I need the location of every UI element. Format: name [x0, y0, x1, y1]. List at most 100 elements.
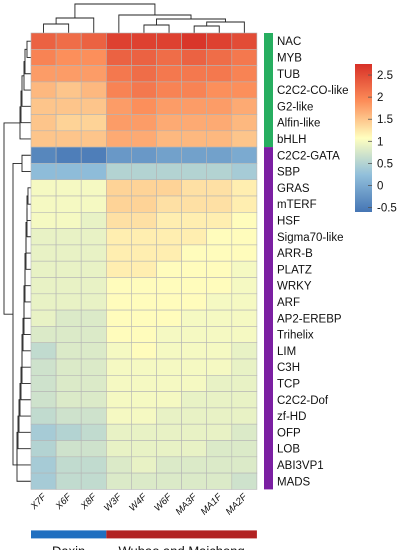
heatmap-cell [181, 293, 208, 311]
heatmap-cell [30, 81, 57, 99]
heatmap-cell [106, 472, 132, 490]
column-label: W4F [127, 491, 150, 514]
heatmap-cell [181, 456, 208, 474]
heatmap-cell [206, 212, 233, 229]
heatmap-cell [30, 97, 57, 115]
dendrogram-link [3, 122, 20, 315]
heatmap-cell [231, 342, 258, 360]
heatmap-cell [106, 179, 132, 197]
heatmap-cell [156, 130, 182, 148]
heatmap-cell [181, 277, 208, 295]
heatmap-cell [181, 309, 208, 327]
heatmap-cell [206, 114, 233, 132]
column-label: MA1F [199, 491, 226, 518]
heatmap-cell [131, 48, 157, 66]
heatmap-cell [55, 309, 82, 327]
row-label: HSF [277, 215, 300, 227]
heatmap-cell [231, 326, 258, 343]
row-label: TCP [277, 378, 300, 390]
heatmap-cell [80, 293, 107, 311]
heatmap-cell [181, 472, 208, 490]
heatmap-cell [231, 114, 258, 132]
heatmap-cell [106, 374, 132, 392]
heatmap-cell [206, 130, 233, 148]
heatmap-cell [106, 391, 132, 409]
heatmap-cell [206, 81, 233, 99]
colorbar-tick-label: 0.5 [377, 158, 393, 170]
heatmap-cell [30, 114, 57, 132]
heatmap-cell [106, 326, 132, 343]
dendrogram-link [206, 21, 245, 33]
heatmap-cell [80, 195, 107, 213]
heatmap-cell [231, 277, 258, 295]
heatmap-cell [181, 65, 208, 83]
dendrogram-link [193, 25, 220, 33]
dendrogram-link [25, 237, 31, 270]
row-label: WRKY [277, 281, 312, 293]
heatmap-cell [131, 32, 157, 50]
heatmap-cell [55, 293, 82, 311]
heatmap-cell [156, 423, 182, 441]
heatmap-cell [106, 81, 132, 99]
heatmap-cell [55, 407, 82, 425]
heatmap-cell [181, 48, 208, 66]
heatmap-cell [156, 277, 182, 295]
heatmap-cell [181, 260, 208, 278]
dendrogram-link [21, 350, 31, 384]
heatmap-cell [181, 179, 208, 197]
heatmap-cell [30, 293, 57, 311]
heatmap-cell [181, 358, 208, 376]
heatmap-cell [156, 228, 182, 246]
heatmap-cell [156, 358, 182, 376]
heatmap-cell [206, 48, 233, 66]
heatmap-cell [156, 326, 182, 343]
heatmap-cell [156, 309, 182, 327]
heatmap-cell [131, 423, 157, 441]
heatmap-cell [131, 309, 157, 327]
heatmap-cell [131, 277, 157, 295]
heatmap-cell [30, 146, 57, 164]
heatmap-cell [181, 326, 208, 343]
heatmap-cell [30, 391, 57, 409]
heatmap-cell [231, 146, 258, 164]
heatmap-cell [206, 293, 233, 311]
heatmap-cell [156, 32, 182, 50]
heatmap-cell [30, 309, 57, 327]
heatmap-cell [206, 195, 233, 213]
heatmap-cell [231, 163, 258, 180]
heatmap-cell [206, 391, 233, 409]
heatmap-cell [206, 440, 233, 458]
column-label: X6F [53, 491, 75, 513]
column-label: MA3F [174, 491, 201, 518]
row-label: NAC [277, 36, 301, 48]
heatmap-cell [131, 163, 157, 180]
heatmap-cell [206, 358, 233, 376]
heatmap-cell [131, 130, 157, 148]
heatmap-cell [181, 195, 208, 213]
heatmap-cell [231, 423, 258, 441]
heatmap-cell [231, 407, 258, 425]
heatmap-cell [80, 65, 107, 83]
heatmap-cell [206, 163, 233, 180]
heatmap-cell [80, 244, 107, 262]
heatmap-cell [80, 456, 107, 474]
dendrogram-link [12, 162, 22, 466]
row-label: C3H [277, 362, 300, 374]
heatmap-cell [231, 260, 258, 278]
heatmap-cell [156, 260, 182, 278]
heatmap-cell [131, 440, 157, 458]
heatmap-cell [106, 244, 132, 262]
dendrogram-link [23, 302, 31, 335]
heatmap-cell [30, 32, 57, 50]
heatmap-cell [30, 130, 57, 148]
heatmap-cell [55, 342, 82, 360]
heatmap-cell [231, 472, 258, 490]
column-label: W3F [102, 491, 125, 514]
heatmap-cell [181, 440, 208, 458]
heatmap-cell [206, 472, 233, 490]
heatmap-cell [206, 97, 233, 115]
heatmap-cell [80, 32, 107, 50]
heatmap-cell [106, 114, 132, 132]
heatmap-cell [206, 326, 233, 343]
